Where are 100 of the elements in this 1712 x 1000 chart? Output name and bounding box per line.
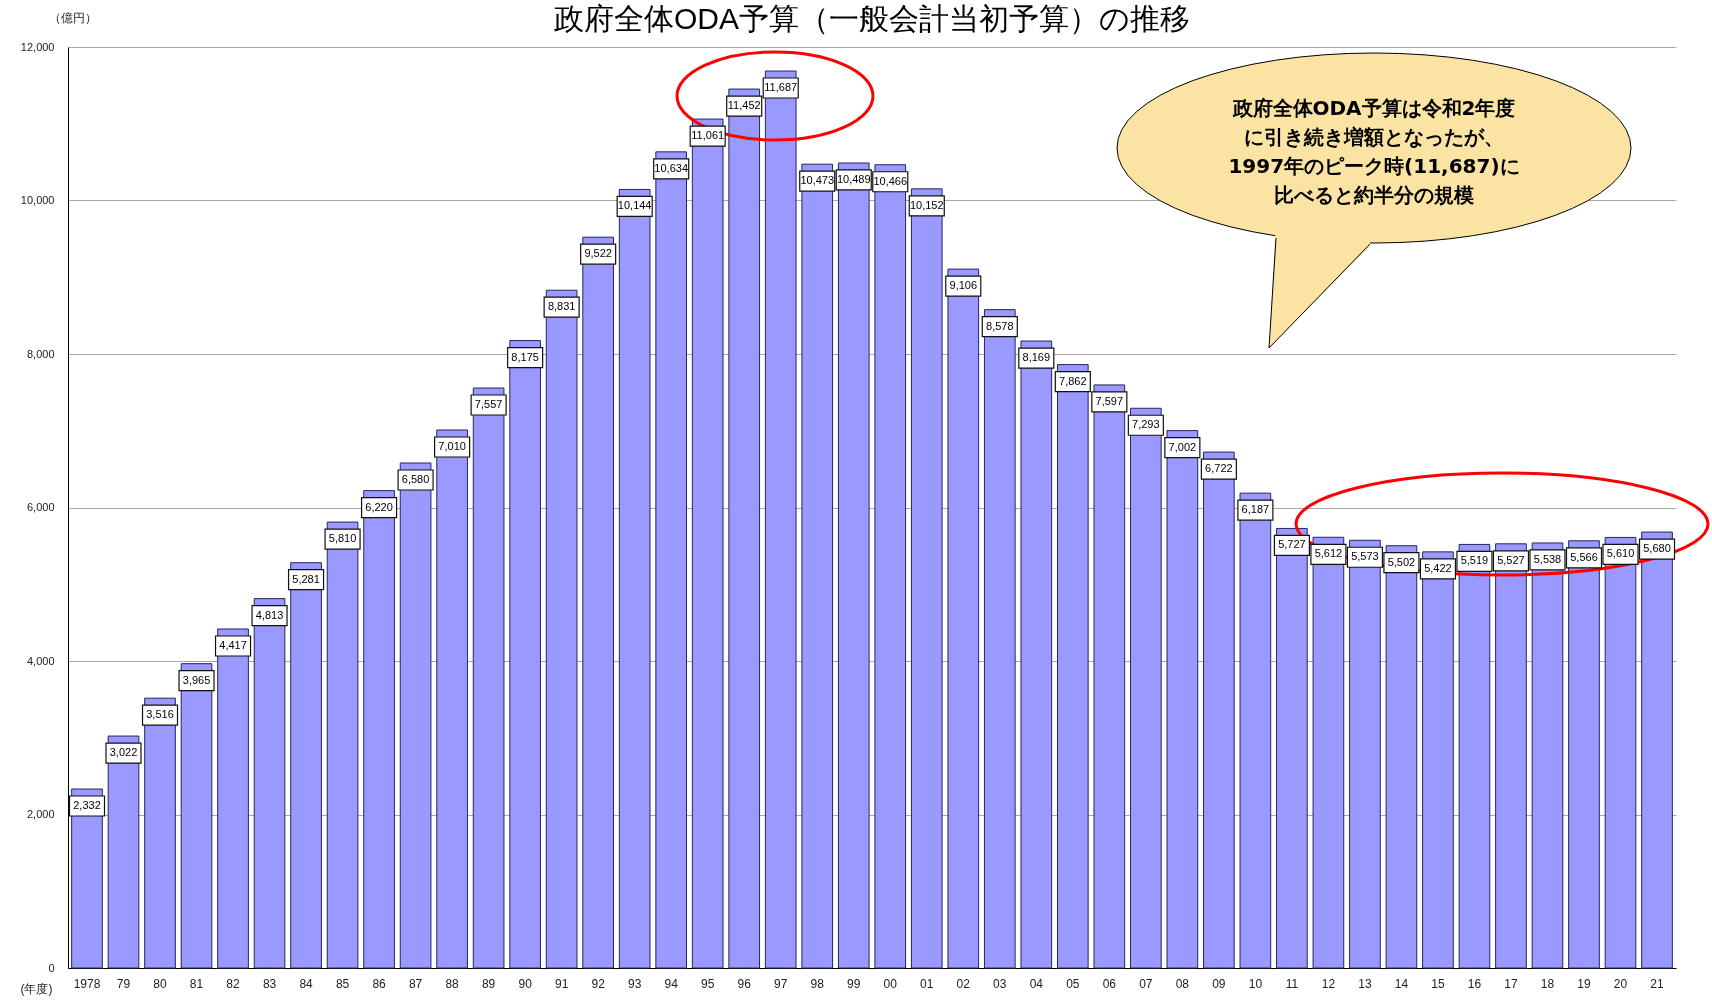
data-label: 7,597 [1095,394,1124,407]
data-label: 7,293 [1132,418,1160,431]
x-tick-label: 91 [554,976,569,991]
y-tick-label: 12,000 [20,40,55,53]
x-tick-label: 10 [1248,976,1263,991]
data-label: 5,422 [1424,561,1452,574]
bar [399,462,432,969]
data-label: 5,502 [1387,555,1416,568]
bar [1166,430,1199,969]
x-tick-label: 09 [1212,976,1226,991]
x-tick-label: 05 [1066,976,1080,991]
bar [1604,536,1637,969]
data-label: 5,281 [292,572,320,585]
bar [1385,545,1418,969]
y-tick-label: 10,000 [20,194,55,206]
x-tick-label: 84 [299,976,314,991]
data-label: 9,106 [949,279,978,292]
data-label: 6,187 [1241,503,1270,516]
data-label: 8,831 [547,300,576,313]
x-tick-label: 95 [701,976,715,991]
data-label: 5,680 [1643,542,1671,555]
annotation: 政府全体ODA予算は令和2年度に引き続き増額となったが、1997年のピーク時(11,687)に比べると約半分の規模 [1227,95,1521,209]
data-label: 10,634 [654,161,689,174]
x-tick-label: 1978 [73,976,101,991]
data-label: 8,175 [511,350,539,363]
data-label: 3,516 [146,708,174,721]
x-tick-label: 86 [372,976,387,991]
bar [326,521,359,969]
x-tick-label: 87 [408,976,423,991]
data-label: 5,538 [1533,552,1562,565]
bar [1020,340,1053,969]
y-tick-label: 2,000 [26,808,55,820]
data-label: 10,489 [836,172,871,185]
x-tick-label: 79 [116,976,131,991]
x-tick-label: 01 [920,976,934,991]
bar [180,663,213,969]
data-label: 11,452 [727,99,761,112]
x-tick-label: 83 [262,976,277,991]
x-tick-label: 12 [1321,976,1336,991]
bar [1531,542,1564,969]
bar [947,268,980,969]
bar [728,88,761,969]
data-label: 5,610 [1606,547,1635,560]
data-label: 7,010 [438,439,466,452]
y-axis-title: （億円） [48,10,97,25]
bar [801,163,834,969]
x-tick-label: 94 [664,976,679,991]
data-label: 6,722 [1205,462,1233,475]
x-tick-label: 17 [1504,976,1518,991]
y-tick-label: 0 [48,961,55,974]
data-label: 8,169 [1022,351,1051,364]
x-tick-label: 19 [1577,976,1591,991]
x-tick-label: 82 [226,976,241,991]
bar [1093,384,1126,969]
data-label: 5,519 [1460,554,1489,567]
bar [655,151,688,969]
data-label: 11,687 [764,81,798,94]
bar [837,162,870,969]
x-tick-label: 20 [1613,976,1628,991]
data-label: 11,061 [691,129,725,142]
data-label: 5,573 [1351,550,1379,563]
bar [691,118,724,969]
data-label: 6,580 [401,472,430,485]
bar [1239,492,1272,969]
data-label: 8,578 [986,319,1014,332]
x-tick-label: 85 [335,976,350,991]
x-tick-label: 16 [1467,976,1482,991]
data-label: 4,813 [255,608,284,621]
bar [545,289,578,969]
x-tick-label: 00 [883,976,898,991]
x-tick-label: 13 [1358,976,1372,991]
data-label: 10,152 [909,198,944,211]
x-tick-label: 06 [1102,976,1117,991]
bar [910,188,943,969]
bar [1458,543,1491,969]
data-label: 3,965 [182,673,211,686]
data-label: 5,612 [1314,547,1343,560]
x-tick-label: 04 [1029,976,1044,991]
x-tick-label: 03 [993,976,1007,991]
data-label: 7,862 [1059,374,1087,387]
x-tick-label: 81 [189,976,204,991]
data-label: 6,220 [365,500,393,513]
bar [874,164,907,969]
bar [472,387,505,969]
x-tick-label: 96 [737,976,752,991]
data-label: 10,473 [800,174,835,187]
bar [764,70,797,969]
data-label: 5,727 [1278,538,1306,551]
data-label: 9,522 [584,247,612,260]
x-axis-title: (年度) [20,981,53,996]
data-label: 10,466 [873,174,908,187]
data-label: 7,557 [474,398,503,410]
x-tick-label: 92 [591,976,606,991]
bar [618,188,651,969]
x-tick-label: 21 [1650,976,1665,991]
x-tick-label: 93 [627,976,642,991]
chart-title: 政府全体ODA予算（一般会計当初予算）の推移 [553,2,1191,35]
x-tick-label: 02 [956,976,971,991]
x-tick-label: 14 [1394,976,1409,991]
x-tick-label: 98 [810,976,825,991]
